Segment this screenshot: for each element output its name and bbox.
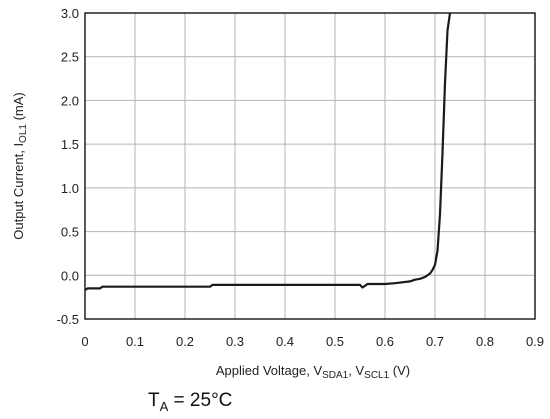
y-tick-label: 3.0 xyxy=(61,6,79,21)
x-tick-label: 0 xyxy=(81,334,88,349)
x-tick-label: 0.4 xyxy=(276,334,294,349)
x-axis-ticks: 0 0.1 0.2 0.3 0.4 0.5 0.6 0.7 0.8 0.9 xyxy=(81,334,544,349)
y-tick-label: 0.5 xyxy=(61,225,79,240)
y-tick-label: 1.5 xyxy=(61,137,79,152)
y-axis-title: Output Current, IOL1 (mA) xyxy=(11,92,29,240)
y-tick-label: 1.0 xyxy=(61,181,79,196)
y-tick-label: 0.0 xyxy=(61,268,79,283)
x-tick-label: 0.3 xyxy=(226,334,244,349)
y-tick-label: 2.0 xyxy=(61,93,79,108)
x-tick-label: 0.7 xyxy=(426,334,444,349)
x-tick-label: 0.6 xyxy=(376,334,394,349)
y-tick-label: 2.5 xyxy=(61,50,79,65)
plot-frame xyxy=(84,12,536,320)
x-tick-label: 0.8 xyxy=(476,334,494,349)
x-tick-label: 0.9 xyxy=(526,334,544,349)
y-axis-ticks: 3.0 2.5 2.0 1.5 1.0 0.5 0.0 -0.5 xyxy=(57,6,79,327)
x-tick-label: 0.1 xyxy=(126,334,144,349)
x-tick-label: 0.5 xyxy=(326,334,344,349)
y-tick-label: -0.5 xyxy=(57,312,79,327)
grid xyxy=(85,13,535,319)
temperature-note: TA = 25°C xyxy=(148,390,233,414)
x-axis-title: Applied Voltage, VSDA1, VSCL1 (V) xyxy=(216,363,410,381)
x-tick-label: 0.2 xyxy=(176,334,194,349)
series-line xyxy=(84,12,452,292)
